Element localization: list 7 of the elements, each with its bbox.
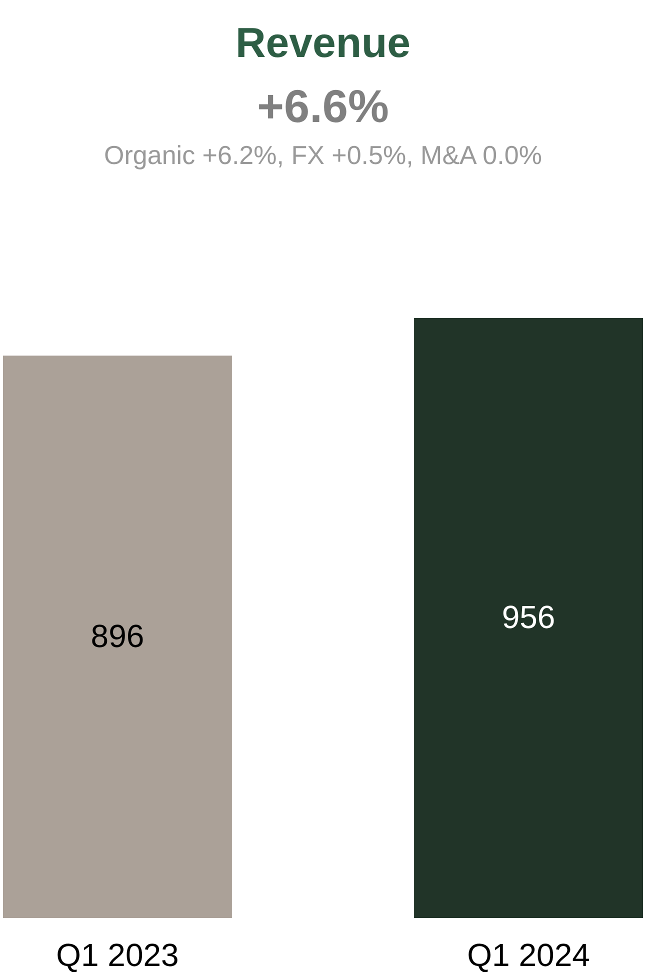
x-tick-label: Q1 2023 bbox=[56, 937, 179, 973]
chart-title: Revenue bbox=[235, 19, 411, 66]
chart-subtitle: +6.6% bbox=[257, 80, 389, 132]
data-label: 896 bbox=[90, 618, 144, 654]
text: Organic +6.2%, FX +0.5%, M&A 0.0% bbox=[104, 140, 542, 170]
data-label: 956 bbox=[502, 599, 556, 635]
x-tick-label: Q1 2024 bbox=[467, 937, 590, 973]
